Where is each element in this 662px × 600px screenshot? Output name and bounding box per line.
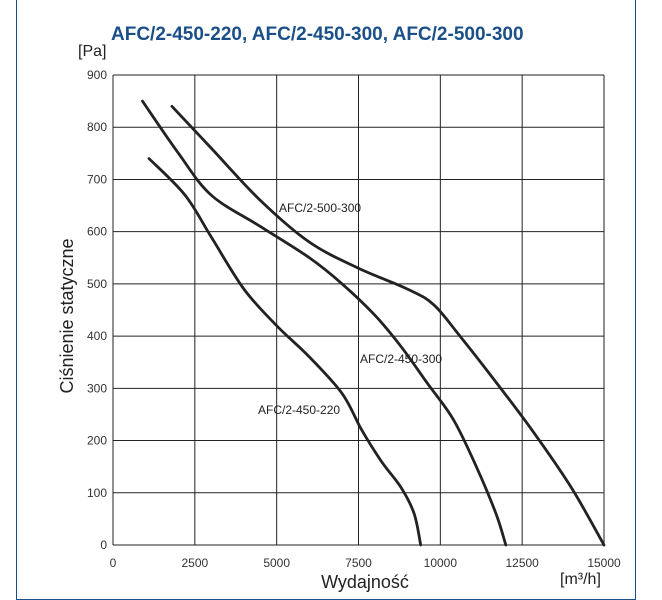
y-tick-label: 600 xyxy=(87,225,107,239)
x-tick-label: 10000 xyxy=(424,556,458,570)
chart-title: AFC/2-450-220, AFC/2-450-300, AFC/2-500-… xyxy=(111,24,524,45)
x-tick-label: 2500 xyxy=(181,556,208,570)
x-tick-labels: 0 2500 5000 7500 10000 12500 15000 xyxy=(110,556,621,570)
x-tick-label: 7500 xyxy=(345,556,372,570)
y-tick-label: 400 xyxy=(87,329,107,343)
x-unit: [m³/h] xyxy=(560,571,601,588)
curve-afc-2-450-300 xyxy=(141,99,508,547)
curves xyxy=(141,99,606,547)
x-tick-label: 15000 xyxy=(587,556,621,570)
y-tick-label: 0 xyxy=(100,538,107,552)
y-tick-label: 700 xyxy=(87,172,107,186)
curve-label-afc-500-300: AFC/2-500-300 xyxy=(279,201,361,215)
x-tick-label: 0 xyxy=(110,556,117,570)
y-tick-label: 800 xyxy=(87,120,107,134)
y-unit: [Pa] xyxy=(78,43,106,60)
y-tick-label: 100 xyxy=(87,486,107,500)
x-tick-label: 5000 xyxy=(263,556,290,570)
y-tick-label: 300 xyxy=(87,381,107,395)
y-tick-label: 500 xyxy=(87,277,107,291)
grid xyxy=(112,74,605,546)
curve-afc-2-450-220 xyxy=(147,157,423,547)
y-tick-label: 900 xyxy=(87,68,107,82)
x-tick-label: 12500 xyxy=(505,556,539,570)
x-axis-label: Wydajność xyxy=(321,572,409,592)
curve-label-afc-450-300: AFC/2-450-300 xyxy=(360,352,442,366)
y-axis-label: Ciśnienie statyczne xyxy=(57,238,77,393)
curve-label-afc-450-220: AFC/2-450-220 xyxy=(258,403,340,417)
y-tick-labels: 0 100 200 300 400 500 600 700 800 900 xyxy=(87,68,107,552)
y-tick-label: 200 xyxy=(87,434,107,448)
curve-afc-2-500-300 xyxy=(170,104,606,547)
